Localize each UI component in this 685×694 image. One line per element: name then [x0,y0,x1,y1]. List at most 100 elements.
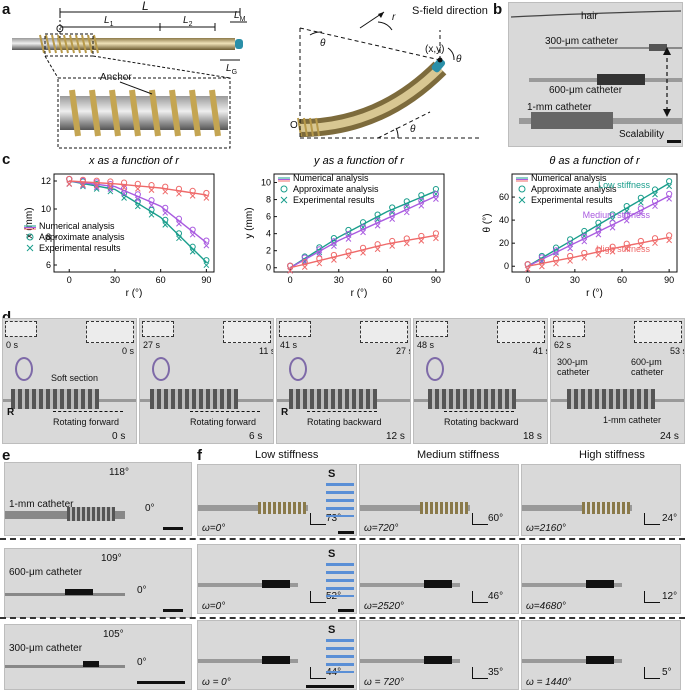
approx-point-low [666,178,673,185]
exp-point-high [666,237,672,244]
x-axis-label: r (°) [586,288,603,299]
angle-icon [472,591,488,603]
omega-label: ω = 720° [364,677,404,688]
f-header-medium: Medium stiffness [417,449,500,461]
catheter-300-coil [649,44,667,51]
stiffness-label: Medium stiffness [583,210,651,220]
inset-time-1: 0 s [6,340,19,350]
approx-point-low [175,230,183,237]
exp-point-high [581,255,588,261]
exp-point-low [638,199,644,206]
inset-time-1: 41 s [280,340,298,350]
inset-time-2: 41 s [533,346,547,356]
exp-point-medium [581,238,588,245]
exp-point-low [107,188,114,195]
exp-point-low [162,222,169,228]
legend-circle-swatch [280,185,288,193]
exp-point-low [121,195,127,201]
series-line-low [527,182,670,267]
panel-e: 1-mm catheter 118° 0° 600-μm catheter 109° 0… [0,462,195,694]
sfield-label: S-field direction [412,5,488,17]
e-coil [65,589,93,595]
exp-point-medium [107,186,114,192]
inset-1 [279,321,311,337]
approx-point-high [134,180,141,187]
approx-point-medium [403,204,410,211]
approx-point-high [651,235,659,242]
frame-caption: Rotating forward [190,417,257,427]
exp-point-high [609,248,616,255]
e-catheter-label: 1-mm catheter [9,499,74,510]
y-tick-label: 10 [261,178,271,188]
inset-time-2: 27 s [396,346,410,356]
x-tick-label: 90 [431,275,441,285]
exp-point-medium [374,222,381,229]
inset-time-1: 62 s [554,340,572,350]
approx-point-medium [330,238,338,245]
y-tick-label: 60 [499,192,509,202]
frame-time: 6 s [249,431,263,442]
series-line-high [69,180,207,196]
exp-point-high [162,188,169,195]
panel-label-a: a [2,1,11,18]
approx-point-medium [189,226,196,233]
magnet-field-icon [326,483,354,517]
approx-point-low [189,243,196,250]
f-coil [582,502,630,514]
exp-point-medium [331,243,337,250]
approx-point-medium [623,212,630,219]
angle-icon [644,591,660,603]
approx-point-high [359,244,367,251]
approx-point-medium [374,217,381,224]
rotation-icon [426,357,444,381]
S-label: S [328,468,336,480]
e-angle-label: 109° [101,553,122,564]
angle-icon [310,667,326,679]
f-angle-label: 12° [662,591,678,602]
frame-caption: Rotating forward [53,417,120,427]
f-photo-2-2: ω = 1440° 5° [521,620,681,690]
label-L: L [142,0,149,13]
exp-point-low [176,235,182,242]
d-frame-3: 48 s 41 s 18 s Rotating backward [413,318,548,444]
exp-point-high [418,238,425,244]
cath1mm-label: 1-mm catheter [527,102,592,113]
zoom-frame-large [57,77,231,149]
exp-point-medium [403,209,410,216]
zoomed-rod [60,96,228,130]
e-angle-label: 118° [109,467,129,478]
inset-1 [553,321,585,337]
exp-point-medium [162,209,169,216]
origin-label-bent: O [290,120,298,131]
x-tick-label: 0 [288,275,293,285]
approx-point-high [175,185,183,192]
series-line-high [527,236,670,267]
exp-point-high [345,253,352,260]
panel-label-b: b [493,1,503,18]
approx-point-medium [203,237,210,244]
frame-time: 18 s [523,431,542,442]
exp-point-low [148,211,155,218]
f-coil [258,502,306,514]
legend-text: Approximate analysis [39,232,125,242]
frame-caption: Rotating backward [444,417,519,427]
exp-point-medium [189,231,196,238]
cath300-label: 300-μm catheter [545,36,619,47]
approx-point-medium [432,191,440,198]
chart-frame [53,173,215,273]
approx-point-medium [581,233,588,240]
rotation-icon [289,357,307,381]
approx-point-high [538,258,545,265]
y-tick-label: 40 [499,215,509,225]
scale-bar [163,527,183,530]
chart-frame [273,173,445,273]
panel-c: x as a function of r 0 30 60 90 6 8 10 12 r (°) x … [10,152,685,310]
rotation-R-label: R [281,407,289,418]
x-axis-label: r (°) [126,288,143,299]
exp-point-high [203,195,210,201]
f-coil [262,580,290,588]
exp-point-high [374,246,381,253]
x-tick-label: 30 [334,275,344,285]
panel-label-f: f [197,447,202,464]
series-line-low [289,190,437,269]
